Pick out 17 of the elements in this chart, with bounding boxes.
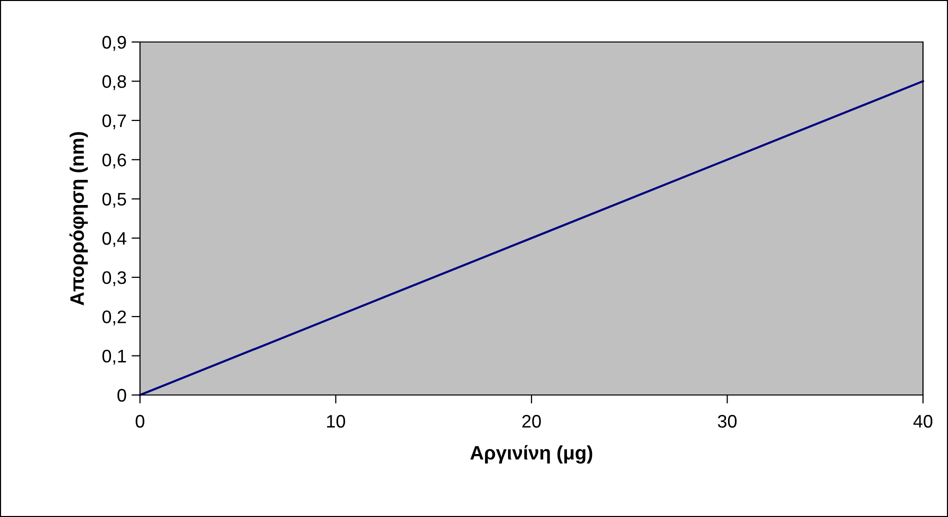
y-tick-label: 0,9 bbox=[102, 36, 126, 51]
x-tick-label: 40 bbox=[913, 414, 932, 428]
y-tick-label: 0 bbox=[117, 388, 126, 402]
y-tick-label: 0,6 bbox=[102, 154, 126, 169]
y-tick-label: 0,8 bbox=[102, 75, 126, 90]
y-tick-label: 0,1 bbox=[102, 350, 126, 365]
x-tick-label: 20 bbox=[522, 414, 541, 428]
y-axis-title: Απορρόφηση (nm) bbox=[69, 132, 88, 306]
x-tick-label: 30 bbox=[718, 414, 737, 428]
y-tick-label: 0,5 bbox=[102, 192, 126, 208]
x-tick-label: 0 bbox=[136, 414, 144, 428]
y-tick-label: 0,7 bbox=[102, 114, 126, 130]
x-axis-title: Αργινίνη (μg) bbox=[470, 445, 592, 464]
y-tick-label: 0,4 bbox=[102, 232, 126, 247]
x-tick-label: 10 bbox=[327, 414, 346, 428]
y-tick-label: 0,3 bbox=[102, 271, 126, 286]
y-tick-label: 0,2 bbox=[102, 310, 126, 326]
